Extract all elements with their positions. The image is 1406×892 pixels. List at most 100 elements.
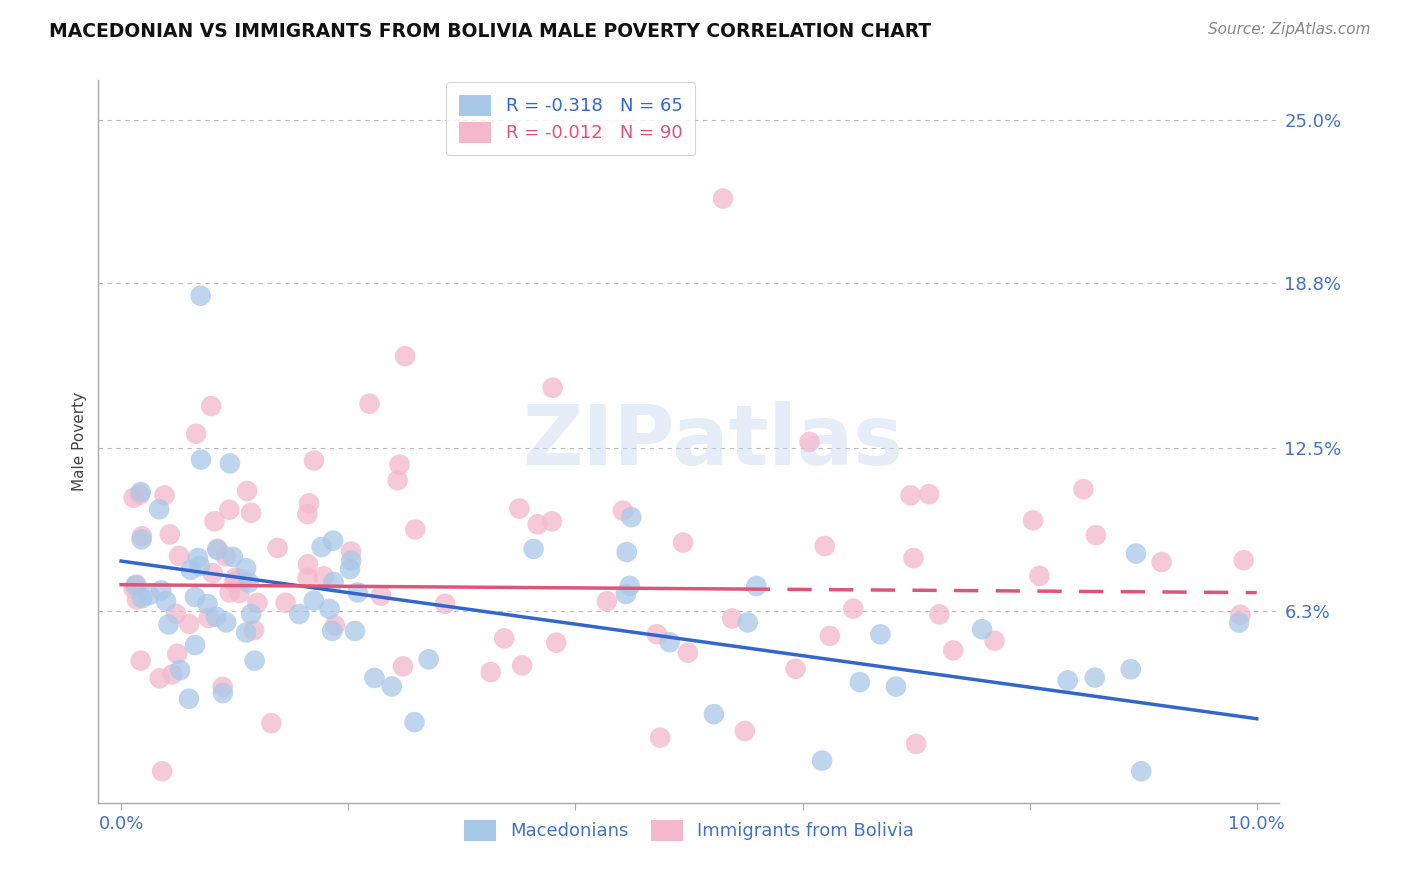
Point (359, 397, 381, 411)
Point (184, 638, 207, 652)
Point (288, 607, 311, 621)
Point (124, 578, 146, 592)
Point (207, 542, 229, 557)
Point (842, 601, 865, 615)
Point (236, 483, 259, 498)
Point (614, 587, 637, 601)
Point (166, 647, 188, 661)
Y-axis label: Male Poverty: Male Poverty (72, 392, 87, 491)
Point (392, 659, 415, 673)
Point (302, 593, 325, 607)
Point (340, 544, 363, 558)
Point (711, 192, 734, 206)
Point (157, 617, 180, 632)
Point (200, 399, 222, 413)
Point (302, 453, 325, 467)
Point (266, 541, 288, 555)
Point (494, 632, 516, 646)
Point (418, 652, 440, 666)
Point (122, 491, 145, 505)
Point (167, 549, 190, 563)
Point (184, 590, 207, 604)
Legend: Macedonians, Immigrants from Bolivia: Macedonians, Immigrants from Bolivia (457, 813, 921, 848)
Point (297, 507, 319, 521)
Point (970, 622, 993, 636)
Point (541, 381, 564, 395)
Point (1125, 547, 1147, 561)
Point (122, 582, 145, 596)
Point (243, 624, 266, 638)
Point (155, 594, 177, 608)
Point (148, 502, 170, 516)
Point (179, 616, 201, 631)
Text: Source: ZipAtlas.com: Source: ZipAtlas.com (1208, 22, 1371, 37)
Point (298, 496, 321, 510)
Point (370, 589, 392, 603)
Point (546, 636, 568, 650)
Point (811, 754, 834, 768)
Point (363, 671, 385, 685)
Point (645, 627, 668, 641)
Point (222, 549, 245, 564)
Point (238, 575, 260, 590)
Point (159, 527, 181, 541)
Point (522, 541, 544, 556)
Point (240, 607, 263, 621)
Point (169, 663, 191, 677)
Point (510, 658, 533, 673)
Point (905, 737, 928, 751)
Point (318, 602, 340, 616)
Point (228, 586, 250, 600)
Text: MACEDONIAN VS IMMIGRANTS FROM BOLIVIA MALE POVERTY CORRELATION CHART: MACEDONIAN VS IMMIGRANTS FROM BOLIVIA MA… (49, 22, 931, 41)
Point (387, 473, 409, 487)
Point (1056, 673, 1078, 688)
Point (1119, 662, 1142, 676)
Point (620, 510, 643, 524)
Point (734, 724, 756, 739)
Point (125, 577, 148, 591)
Point (612, 503, 634, 517)
Point (672, 535, 695, 549)
Point (1084, 671, 1107, 685)
Point (1227, 615, 1250, 630)
Point (180, 563, 202, 577)
Point (207, 541, 229, 556)
Point (243, 654, 266, 668)
Point (177, 691, 200, 706)
Point (240, 506, 263, 520)
Point (818, 629, 841, 643)
Point (346, 585, 368, 599)
Point (918, 487, 941, 501)
Point (153, 488, 176, 502)
Point (1233, 553, 1256, 567)
Point (340, 553, 363, 567)
Point (394, 349, 416, 363)
Point (479, 665, 502, 680)
Point (541, 514, 564, 528)
Point (900, 488, 922, 502)
Point (131, 529, 153, 543)
Point (205, 610, 228, 624)
Point (785, 662, 807, 676)
Point (434, 597, 457, 611)
Point (1150, 555, 1173, 569)
Point (150, 583, 173, 598)
Point (129, 654, 152, 668)
Point (246, 596, 269, 610)
Point (297, 571, 319, 585)
Point (323, 618, 346, 632)
Point (849, 675, 872, 690)
Point (388, 458, 411, 472)
Point (616, 545, 638, 559)
Point (1022, 513, 1045, 527)
Point (1229, 607, 1251, 622)
Point (381, 680, 404, 694)
Point (322, 574, 344, 589)
Point (737, 615, 759, 630)
Point (311, 540, 333, 554)
Point (184, 426, 207, 441)
Point (211, 680, 233, 694)
Point (903, 551, 925, 566)
Point (658, 635, 681, 649)
Point (274, 596, 297, 610)
